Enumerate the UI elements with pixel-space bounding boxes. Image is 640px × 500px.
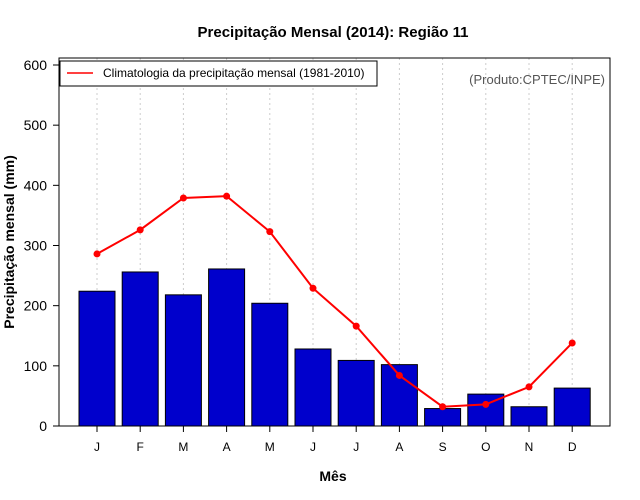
y-tick-label: 400 [24, 177, 48, 193]
precipitation-bar [424, 408, 462, 427]
y-tick-label: 200 [24, 298, 48, 314]
climatology-point [352, 322, 360, 330]
climatology-point [223, 192, 231, 200]
climatology-point [93, 250, 101, 258]
precipitation-bar [510, 406, 548, 427]
climatology-point [525, 383, 533, 391]
climatology-line [96, 195, 573, 408]
y-tick-label: 0 [39, 418, 47, 434]
precipitation-bar [553, 387, 591, 427]
x-tick-label: J [94, 440, 100, 454]
chart-title: Precipitação Mensal (2014): Região 11 [198, 24, 469, 41]
precipitation-bar [251, 302, 289, 427]
y-tick-label: 300 [24, 238, 48, 254]
climatology-line-layer [96, 195, 573, 408]
x-tick-label: M [265, 440, 275, 454]
x-tick-label: J [353, 440, 359, 454]
legend-box [59, 60, 378, 87]
x-tick-label: D [568, 440, 577, 454]
x-tick-label: M [178, 440, 188, 454]
climatology-point [439, 403, 447, 411]
climatology-point [179, 194, 187, 202]
precipitation-bar [380, 364, 418, 427]
climatology-point [309, 284, 317, 292]
y-tick-label: 600 [24, 57, 48, 73]
precipitation-bar [208, 268, 246, 427]
precipitation-bar [78, 290, 116, 427]
x-tick-label: J [310, 440, 316, 454]
climatology-points-layer [93, 192, 576, 411]
climatology-point [136, 226, 144, 234]
bars-layer [78, 268, 591, 427]
climatology-point [395, 371, 403, 379]
y-tick-label: 500 [24, 117, 48, 133]
y-axis-label: Precipitação mensal (mm) [1, 155, 17, 329]
x-axis-label: Mês [319, 468, 346, 484]
y-axis: 0 100 200 300 400 500 600 [24, 57, 59, 434]
x-tick-label: O [481, 440, 490, 454]
x-tick-label: F [137, 440, 144, 454]
x-tick-label: N [525, 440, 534, 454]
plot-frame [58, 57, 611, 427]
x-tick-label: A [223, 440, 231, 454]
precipitation-bar [164, 294, 202, 427]
legend-entry-climatology: Climatologia da precipitação mensal (198… [103, 66, 364, 80]
x-tick-label: S [439, 440, 447, 454]
legend: Climatologia da precipitação mensal (198… [59, 60, 378, 87]
y-tick-label: 100 [24, 358, 48, 374]
x-tick-label: A [395, 440, 403, 454]
source-annotation: (Produto:CPTEC/INPE) [469, 72, 605, 87]
climatology-point [568, 339, 576, 347]
precipitation-bar [294, 348, 332, 427]
climatology-point [482, 400, 490, 408]
precipitation-bar [337, 359, 375, 427]
climatology-point [266, 228, 274, 236]
precipitation-bar [121, 271, 159, 427]
